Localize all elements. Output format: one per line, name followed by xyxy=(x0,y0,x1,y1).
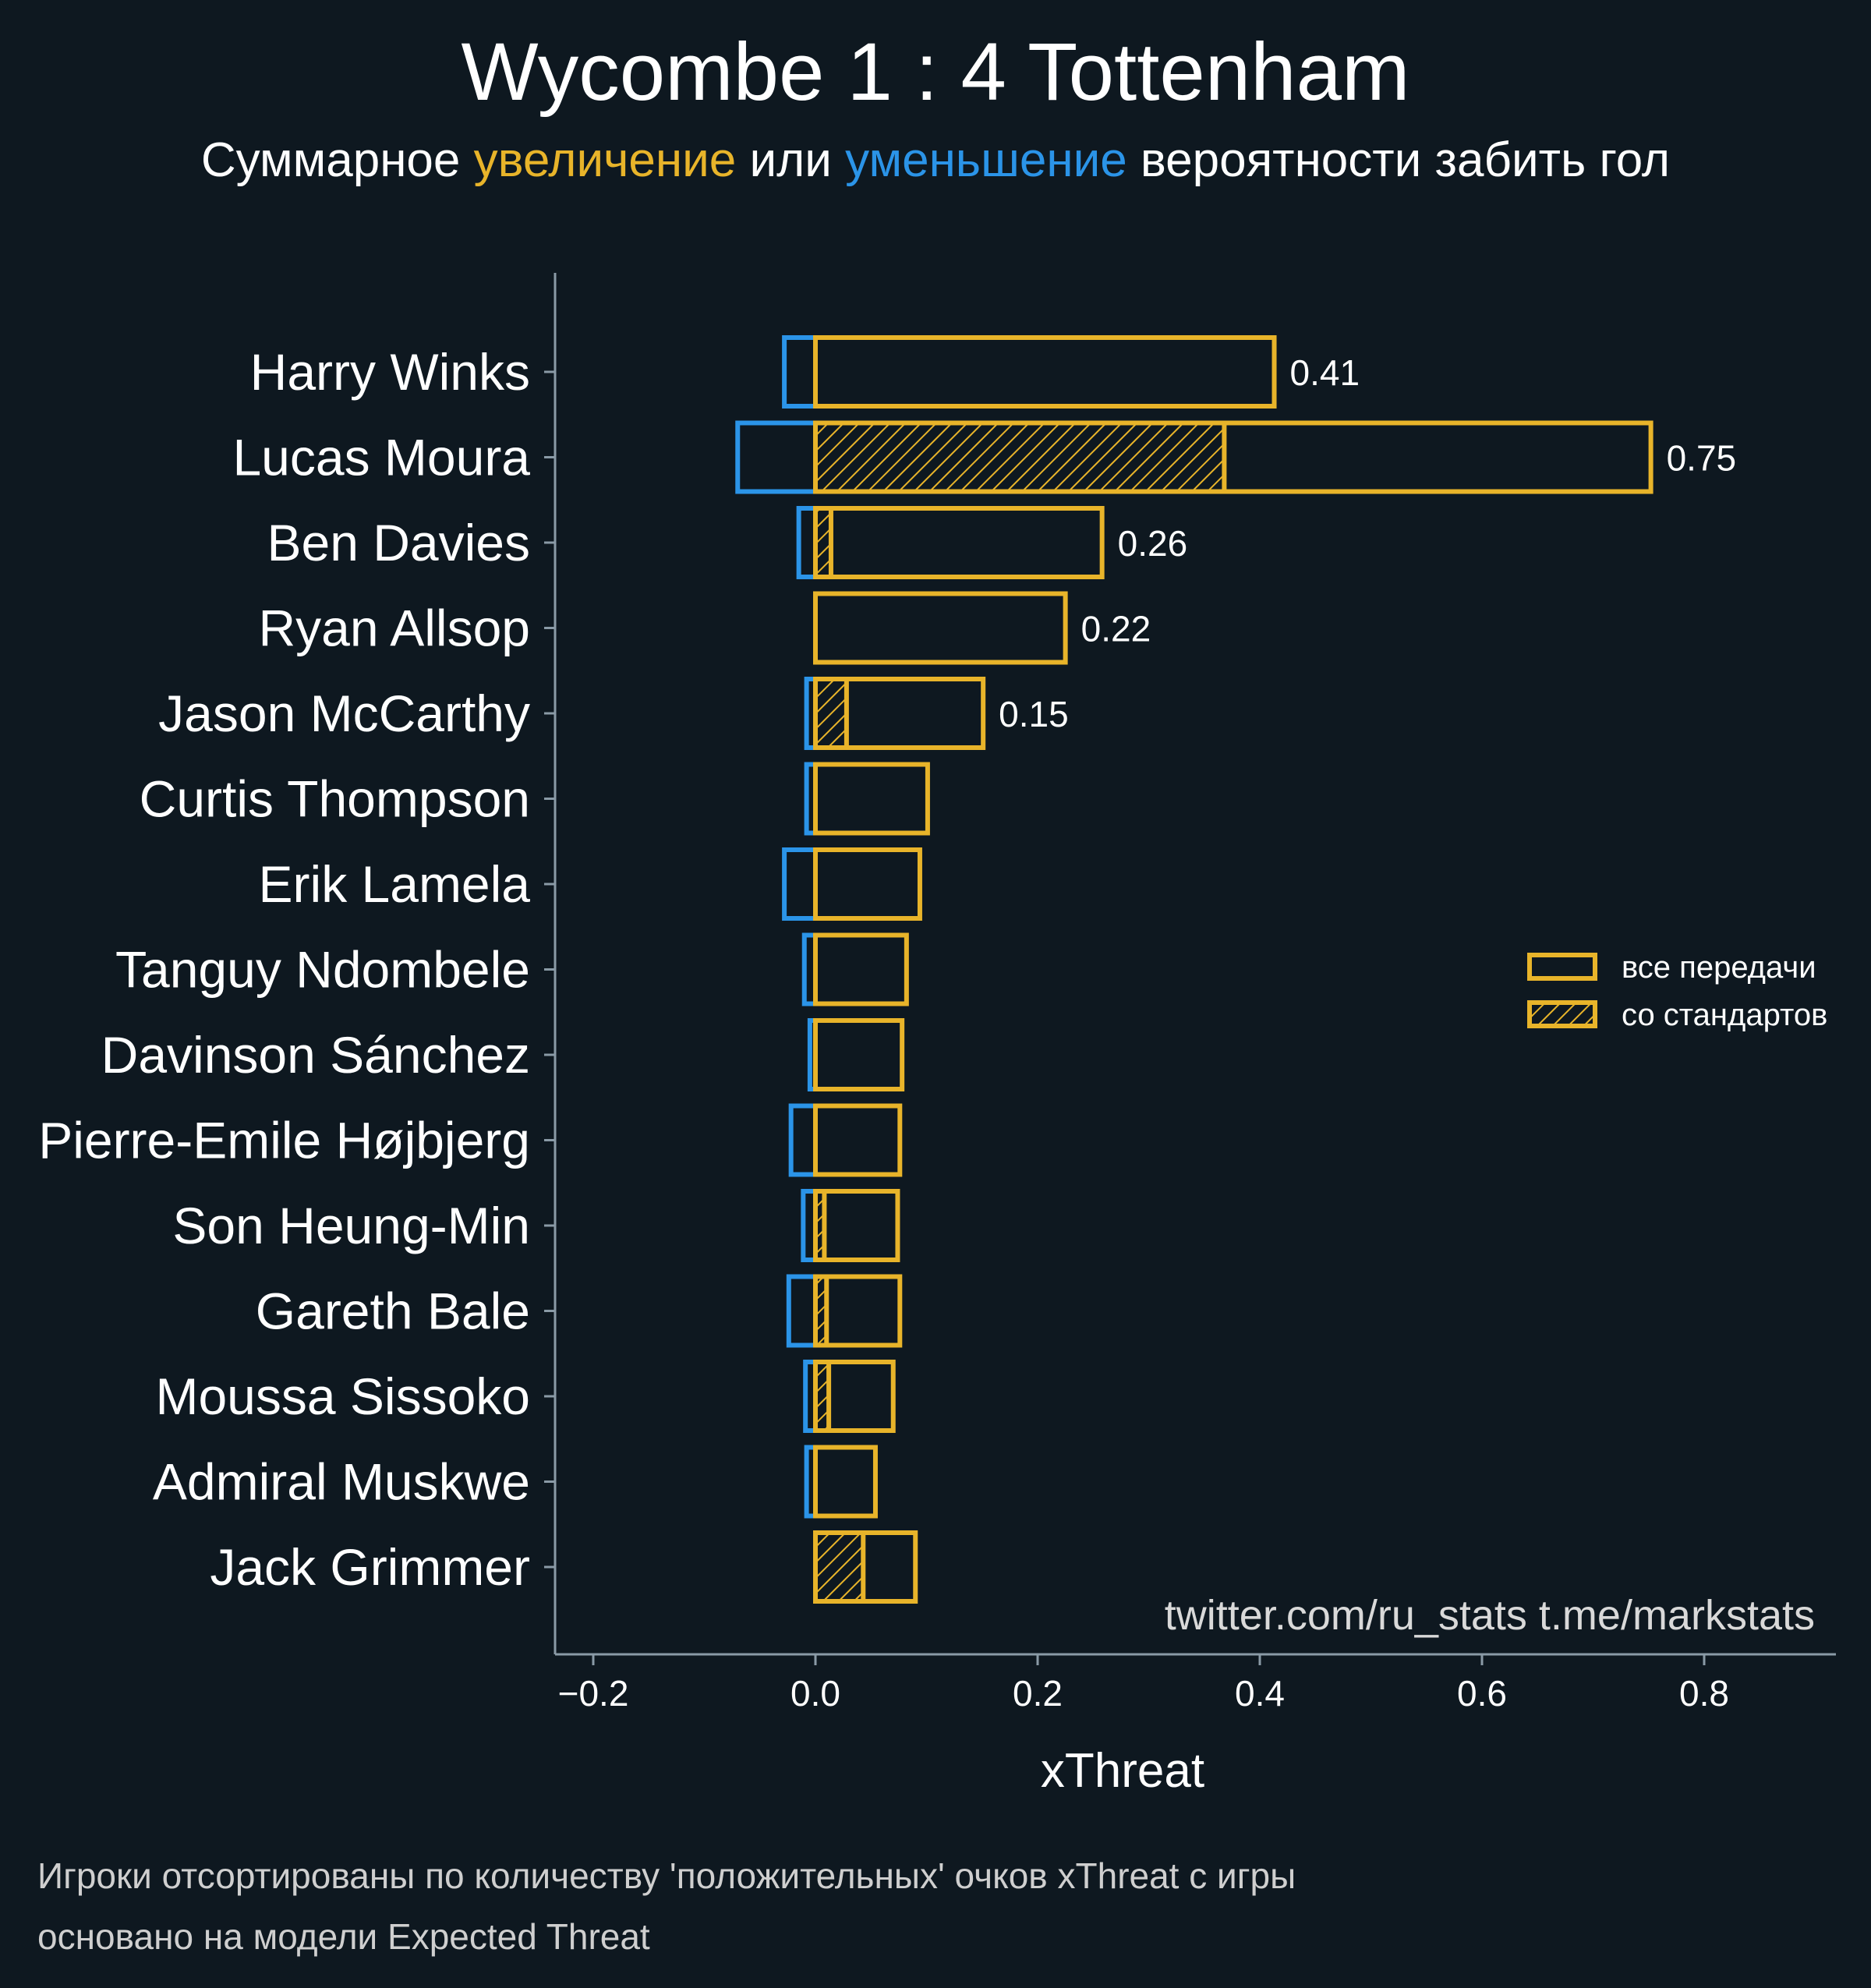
value-label: 0.75 xyxy=(1667,438,1737,479)
legend: все передачи со стандартов xyxy=(1527,950,1827,1032)
footnote-sorting: Игроки отсортированы по количеству 'поло… xyxy=(37,1855,1296,1896)
x-tick-label: 0.2 xyxy=(1013,1673,1063,1714)
player-label: Ben Davies xyxy=(267,514,530,571)
bar-all-passes xyxy=(813,1274,903,1348)
bar-all-passes xyxy=(813,677,986,750)
player-label: Son Heung-Min xyxy=(172,1197,530,1254)
bar-all-passes xyxy=(813,335,1277,409)
player-label: Pierre-Emile Højbjerg xyxy=(38,1112,530,1169)
bar-all-passes xyxy=(813,1103,903,1177)
value-label: 0.41 xyxy=(1290,352,1360,393)
bar-all-passes xyxy=(813,847,922,921)
player-label: Curtis Thompson xyxy=(140,770,530,828)
player-label: Moussa Sissoko xyxy=(155,1367,530,1425)
player-label: Tanguy Ndombele xyxy=(115,941,530,999)
bar-all-passes xyxy=(813,591,1068,665)
player-label: Jason McCarthy xyxy=(158,684,530,742)
bar-set-pieces xyxy=(813,420,1227,494)
x-axis-title: xThreat xyxy=(1041,1744,1204,1798)
player-label: Lucas Moura xyxy=(232,429,530,486)
subtitle-part: уменьшение xyxy=(845,133,1127,187)
player-label: Erik Lamela xyxy=(259,855,531,913)
x-tick-label: −0.2 xyxy=(558,1673,629,1714)
footnote-model: основано на модели Expected Threat xyxy=(37,1916,650,1957)
subtitle-part: вероятности забить гол xyxy=(1127,133,1670,187)
chart-title: Wycombe 1 : 4 Tottenham xyxy=(462,27,1410,118)
bar-all-passes xyxy=(813,1530,918,1604)
bar-all-passes xyxy=(813,1360,896,1433)
axes xyxy=(554,273,1836,1656)
player-label: Jack Grimmer xyxy=(210,1538,530,1596)
bar-all-passes xyxy=(813,1445,878,1519)
watermark: twitter.com/ru_stats t.me/markstats xyxy=(1165,1592,1815,1639)
bar-set-pieces xyxy=(813,677,849,750)
legend-label-set-pieces: со стандартов xyxy=(1622,998,1827,1032)
bar-all-passes xyxy=(813,1189,900,1262)
value-labels: 0.41 0.75 0.26 0.22 0.15 xyxy=(999,352,1736,734)
x-tick-label: 0.0 xyxy=(790,1673,840,1714)
value-label: 0.22 xyxy=(1081,609,1151,649)
bar-all-passes xyxy=(813,1018,905,1091)
subtitle-part: Суммарное xyxy=(201,133,474,187)
player-label: Admiral Muskwe xyxy=(153,1453,530,1511)
bar-all-passes xyxy=(813,762,930,836)
bar-all-passes xyxy=(813,420,1653,494)
player-label: Gareth Bale xyxy=(256,1282,530,1340)
bars xyxy=(735,335,1653,1604)
legend-swatch-all-passes xyxy=(1527,953,1597,981)
subtitle-part: или xyxy=(736,133,845,187)
x-ticks: −0.2 0.0 0.2 0.4 0.6 0.8 xyxy=(558,1654,1729,1714)
value-label: 0.15 xyxy=(999,694,1069,734)
player-label: Harry Winks xyxy=(250,343,530,401)
x-tick-label: 0.8 xyxy=(1679,1673,1729,1714)
x-tick-label: 0.4 xyxy=(1235,1673,1285,1714)
bar-all-passes xyxy=(813,506,1105,579)
legend-swatch-set-pieces xyxy=(1527,1000,1597,1028)
chart-subtitle: Суммарное увеличение или уменьшение веро… xyxy=(201,133,1670,187)
legend-label-all-passes: все передачи xyxy=(1622,950,1816,985)
x-tick-label: 0.6 xyxy=(1457,1673,1507,1714)
subtitle-part: увеличение xyxy=(474,133,737,187)
value-label: 0.26 xyxy=(1118,523,1188,564)
bar-all-passes xyxy=(813,932,909,1006)
player-label: Davinson Sánchez xyxy=(101,1026,530,1084)
bar-set-pieces xyxy=(813,1530,866,1604)
player-label: Ryan Allsop xyxy=(258,600,530,657)
y-ticks: Harry Winks Lucas Moura Ben Davies Ryan All… xyxy=(38,343,555,1596)
